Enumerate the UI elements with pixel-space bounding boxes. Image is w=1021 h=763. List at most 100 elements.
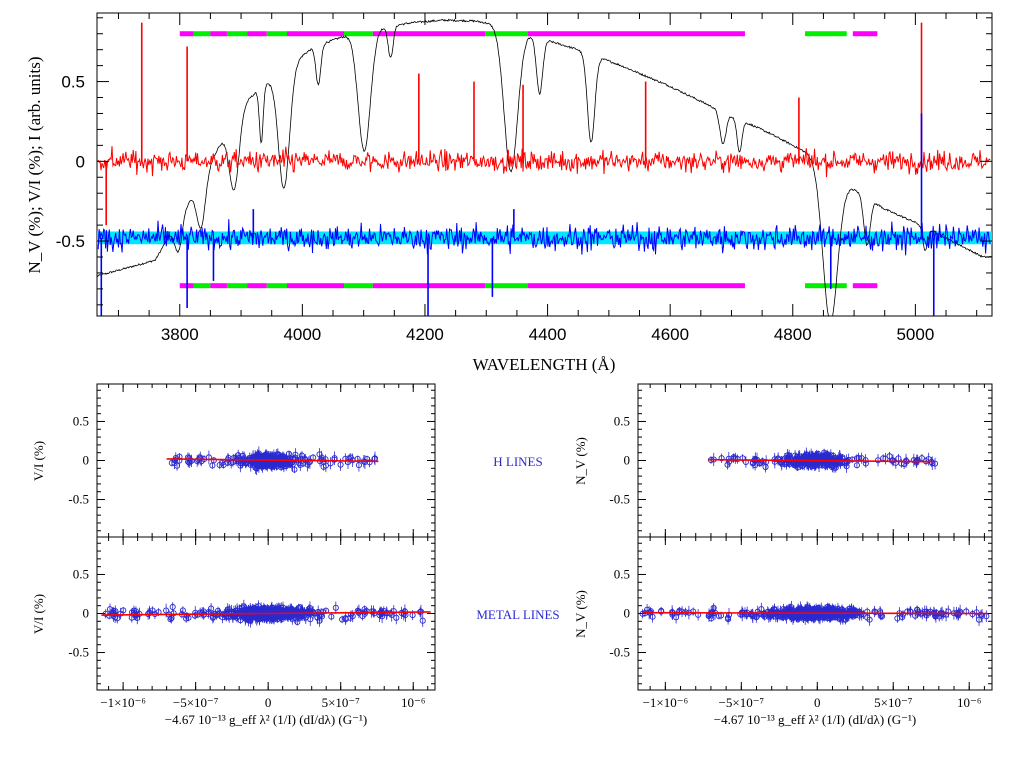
data-point: [296, 604, 304, 611]
data-point: [889, 457, 897, 464]
data-point: [401, 608, 408, 615]
xtick-label: 5×10⁻⁷: [874, 695, 912, 710]
spectrum-ytick-label: 0.5: [61, 73, 85, 92]
ytick-label: 0: [83, 453, 90, 468]
ytick-label: 0.5: [614, 566, 630, 581]
vi-metal-lines-ylabel: V/I (%): [31, 594, 46, 634]
xtick-label: 10⁻⁶: [401, 695, 425, 710]
spectrum-panel: 3800 4000 4200 4400 4600 4800 5000 0.5 0 -0.5 WAV…: [25, 12, 993, 374]
data-point: [710, 604, 717, 611]
data-point: [708, 615, 715, 622]
spectrum-xtick-label: 5000: [896, 325, 934, 344]
xtick-label: 0: [265, 695, 272, 710]
nv-metal-lines-ticks: 0.5 0 -0.5 −1×10⁻⁶ −5×10⁻⁷ 0 5×10⁻⁷ 10⁻⁶: [609, 537, 992, 710]
data-point: [192, 609, 199, 616]
vi-metal-lines-panel: 0.5 0 -0.5 −1×10⁻⁶ −5×10⁻⁷ 0 5×10⁻⁷ 10⁻⁶ V/I (%…: [31, 536, 436, 727]
nv-metal-lines-panel: 0.5 0 -0.5 −1×10⁻⁶ −5×10⁻⁷ 0 5×10⁻⁷ 10⁻⁶ N_V (%…: [573, 536, 993, 727]
data-point: [871, 608, 878, 615]
data-point: [337, 461, 344, 468]
spectrum-xlabel: WAVELENGTH (Å): [473, 355, 616, 374]
data-point: [349, 613, 356, 620]
data-point: [815, 614, 822, 622]
data-point: [299, 611, 306, 618]
data-point: [172, 454, 179, 462]
data-point: [163, 607, 170, 614]
data-point: [796, 455, 803, 463]
mask-segment-1-6: [287, 283, 345, 289]
vi-h-lines-panel: 0.5 0 -0.5 V/I (%): [31, 383, 436, 538]
data-point: [319, 608, 326, 615]
mask-segment-1-11: [805, 283, 847, 289]
data-point: [102, 610, 109, 617]
spectrum-ytick-label: 0: [76, 152, 85, 171]
vi-metal-lines-points: [101, 599, 431, 628]
nv-metal-lines-points: [639, 600, 990, 627]
spectrum-xtick-label: 4000: [283, 325, 321, 344]
data-point: [808, 610, 815, 618]
data-point: [298, 452, 306, 459]
data-point: [756, 610, 763, 617]
data-point: [361, 459, 368, 466]
intensity-trace: [97, 18, 992, 316]
ytick-label: 0: [624, 606, 631, 621]
data-point: [796, 614, 803, 621]
data-point: [759, 458, 766, 465]
nv-h-lines-panel: 0.5 0 -0.5 N_V (%): [573, 383, 993, 538]
data-point: [285, 450, 292, 457]
data-point: [814, 608, 821, 616]
mask-segment-1-10: [527, 283, 745, 289]
ytick-label: -0.5: [68, 645, 89, 660]
data-point: [332, 604, 339, 611]
data-point: [718, 455, 725, 462]
ytick-label: 0.5: [73, 566, 89, 581]
data-point: [342, 615, 349, 622]
data-point: [957, 608, 964, 615]
data-point: [673, 614, 680, 621]
mask-segment-0-10: [527, 31, 745, 37]
data-point: [831, 456, 838, 463]
spectrum-ytick-label: -0.5: [56, 232, 85, 251]
data-point: [210, 457, 217, 464]
mask-segment-0-9: [485, 31, 528, 37]
data-point: [237, 617, 244, 624]
mask-segment-0-4: [247, 31, 267, 37]
data-point: [864, 608, 871, 615]
data-point: [647, 608, 654, 615]
data-point: [169, 603, 176, 611]
data-point: [355, 608, 362, 615]
xtick-label: −5×10⁻⁷: [173, 695, 219, 710]
data-point: [339, 616, 346, 623]
mask-segment-1-5: [266, 283, 288, 289]
mask-segment-0-6: [287, 31, 345, 37]
xtick-label: −5×10⁻⁷: [719, 695, 765, 710]
data-point: [366, 459, 373, 466]
vi-h-lines-ylabel: V/I (%): [31, 441, 46, 481]
mask-segment-1-8: [372, 283, 486, 289]
data-point: [267, 455, 275, 462]
xtick-label: −1×10⁻⁶: [643, 695, 689, 710]
ytick-label: 0.5: [614, 413, 630, 428]
data-point: [872, 609, 879, 616]
spectrum-xtick-label: 4600: [651, 325, 689, 344]
mask-segment-0-2: [210, 31, 227, 37]
data-point: [724, 461, 731, 468]
data-point: [786, 605, 793, 612]
data-point: [706, 611, 713, 618]
spectrum-xtick-label: 4800: [774, 325, 812, 344]
ytick-label: 0: [83, 606, 90, 621]
data-point: [363, 607, 370, 615]
data-point: [724, 614, 731, 621]
ytick-label: 0.5: [73, 413, 89, 428]
mask-segment-0-0: [179, 31, 194, 37]
mask-segment-1-12: [852, 283, 878, 289]
data-point: [923, 608, 930, 615]
data-point: [328, 613, 335, 620]
data-point: [220, 461, 227, 469]
vi-metal-lines-xlabel: −4.67 10⁻¹³ g_eff λ² (1/I) (dI/dλ) (G⁻¹): [165, 712, 367, 727]
data-point: [185, 614, 192, 621]
xtick-label: 5×10⁻⁷: [322, 695, 360, 710]
xtick-label: 10⁻⁶: [957, 695, 981, 710]
data-point: [907, 608, 914, 615]
data-point: [874, 457, 882, 464]
